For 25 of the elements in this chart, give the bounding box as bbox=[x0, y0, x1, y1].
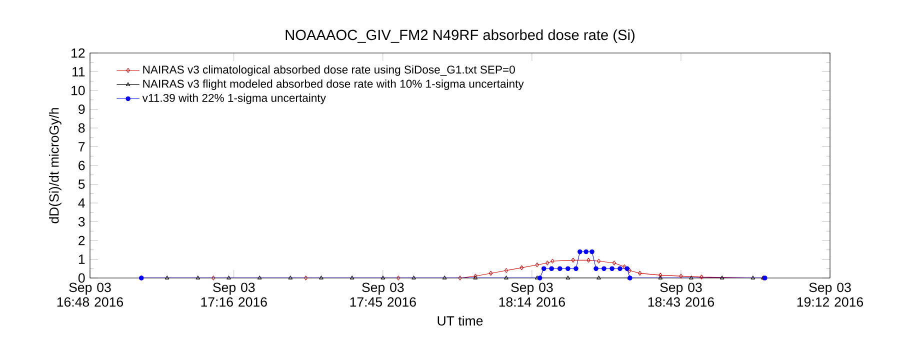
legend-label: v11.39 with 22% 1-sigma uncertainty bbox=[142, 94, 326, 104]
y-tick-label: 11 bbox=[72, 67, 85, 76]
legend-label: NAIRAS v3 climatological absorbed dose rate using SiDose_G1.txt SEP=0 bbox=[143, 65, 515, 76]
y-tick-label: 2 bbox=[78, 236, 85, 246]
y-tick-label: 1 bbox=[78, 254, 85, 264]
y-tick-label: 6 bbox=[78, 160, 85, 170]
y-axis-title: dD(Si)/dt microGy/h bbox=[49, 108, 62, 224]
y-tick-label: 3 bbox=[78, 217, 85, 226]
y-tick-label: 5 bbox=[78, 180, 85, 189]
chart-title: NOAAAOC_GIV_FM2 N49RF absorbed dose rate (Si) bbox=[286, 29, 634, 43]
y-tick-label: 12 bbox=[72, 48, 85, 58]
legend-label: NAIRAS v3 flight modeled absorbed dose rate with 10% 1-sigma uncertainty bbox=[143, 79, 524, 90]
y-tick-label: 10 bbox=[72, 86, 85, 96]
x-axis-title: UT time bbox=[438, 316, 483, 326]
y-tick-label: 0 bbox=[78, 273, 85, 283]
y-tick-label: 7 bbox=[78, 142, 85, 152]
x-tick-label: Sep 03 17:45 2016 bbox=[350, 282, 416, 307]
x-tick-label: Sep 03 17:16 2016 bbox=[201, 282, 267, 307]
x-tick-label: Sep 03 19:12 2016 bbox=[797, 282, 864, 307]
x-tick-label: Sep 03 18:43 2016 bbox=[648, 282, 714, 307]
x-tick-label: Sep 03 18:14 2016 bbox=[499, 282, 565, 307]
y-tick-label: 9 bbox=[78, 104, 85, 114]
y-tick-label: 4 bbox=[78, 198, 85, 208]
x-tick-label: Sep 03 16:48 2016 bbox=[57, 282, 124, 307]
y-tick-label: 8 bbox=[78, 123, 85, 133]
